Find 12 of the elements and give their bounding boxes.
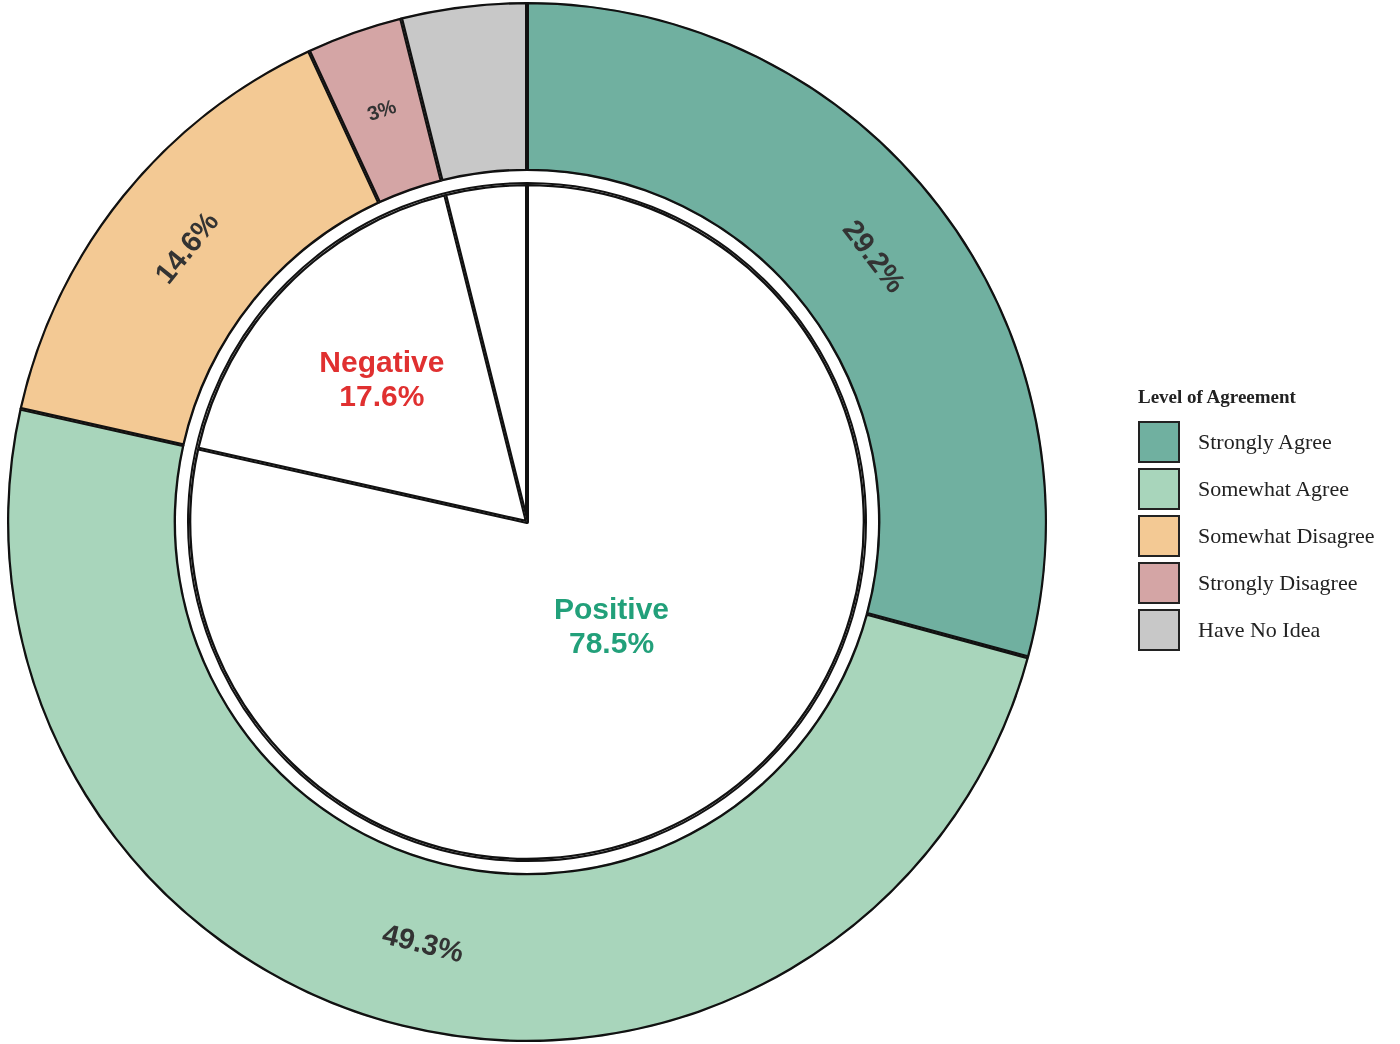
legend-label: Strongly Agree [1198,428,1332,455]
legend-label: Strongly Disagree [1198,569,1358,596]
legend-title: Level of Agreement [1138,386,1297,408]
slice-label: Negative [319,344,445,378]
legend-label: Somewhat Disagree [1198,522,1375,549]
data-label: 3% [364,94,400,126]
slice-label: Positive [554,591,670,625]
legend-label: Somewhat Agree [1198,475,1349,502]
data-label: 17.6% [339,378,425,412]
data-label: 49.3% [379,917,468,969]
legend-label: Have No Idea [1198,616,1321,643]
data-label: 78.5% [568,625,655,659]
